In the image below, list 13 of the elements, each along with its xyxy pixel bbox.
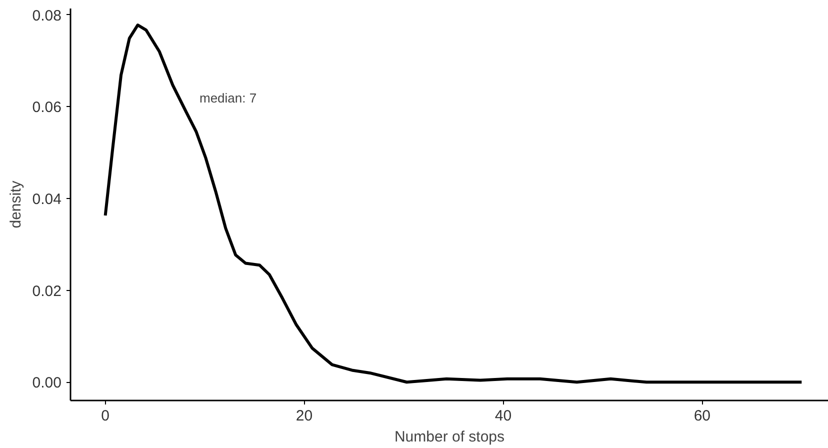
y-tick-label: 0.02 (32, 282, 62, 300)
y-tick-label: 0.06 (32, 99, 62, 116)
x-tick-label: 20 (296, 408, 313, 424)
y-tick-label: 0.00 (32, 374, 62, 392)
y-axis-title: density (7, 180, 24, 228)
y-tick-label: 0.04 (32, 191, 62, 208)
line-series (104, 24, 804, 384)
x-axis-title: Number of stops (394, 428, 505, 446)
x-tick-label: 40 (494, 408, 512, 424)
x-tick-label: 60 (694, 408, 711, 424)
y-tick-label: 0.08 (32, 7, 62, 24)
annotation: median: 7 (200, 90, 257, 106)
x-tick-label: 0 (101, 408, 110, 424)
